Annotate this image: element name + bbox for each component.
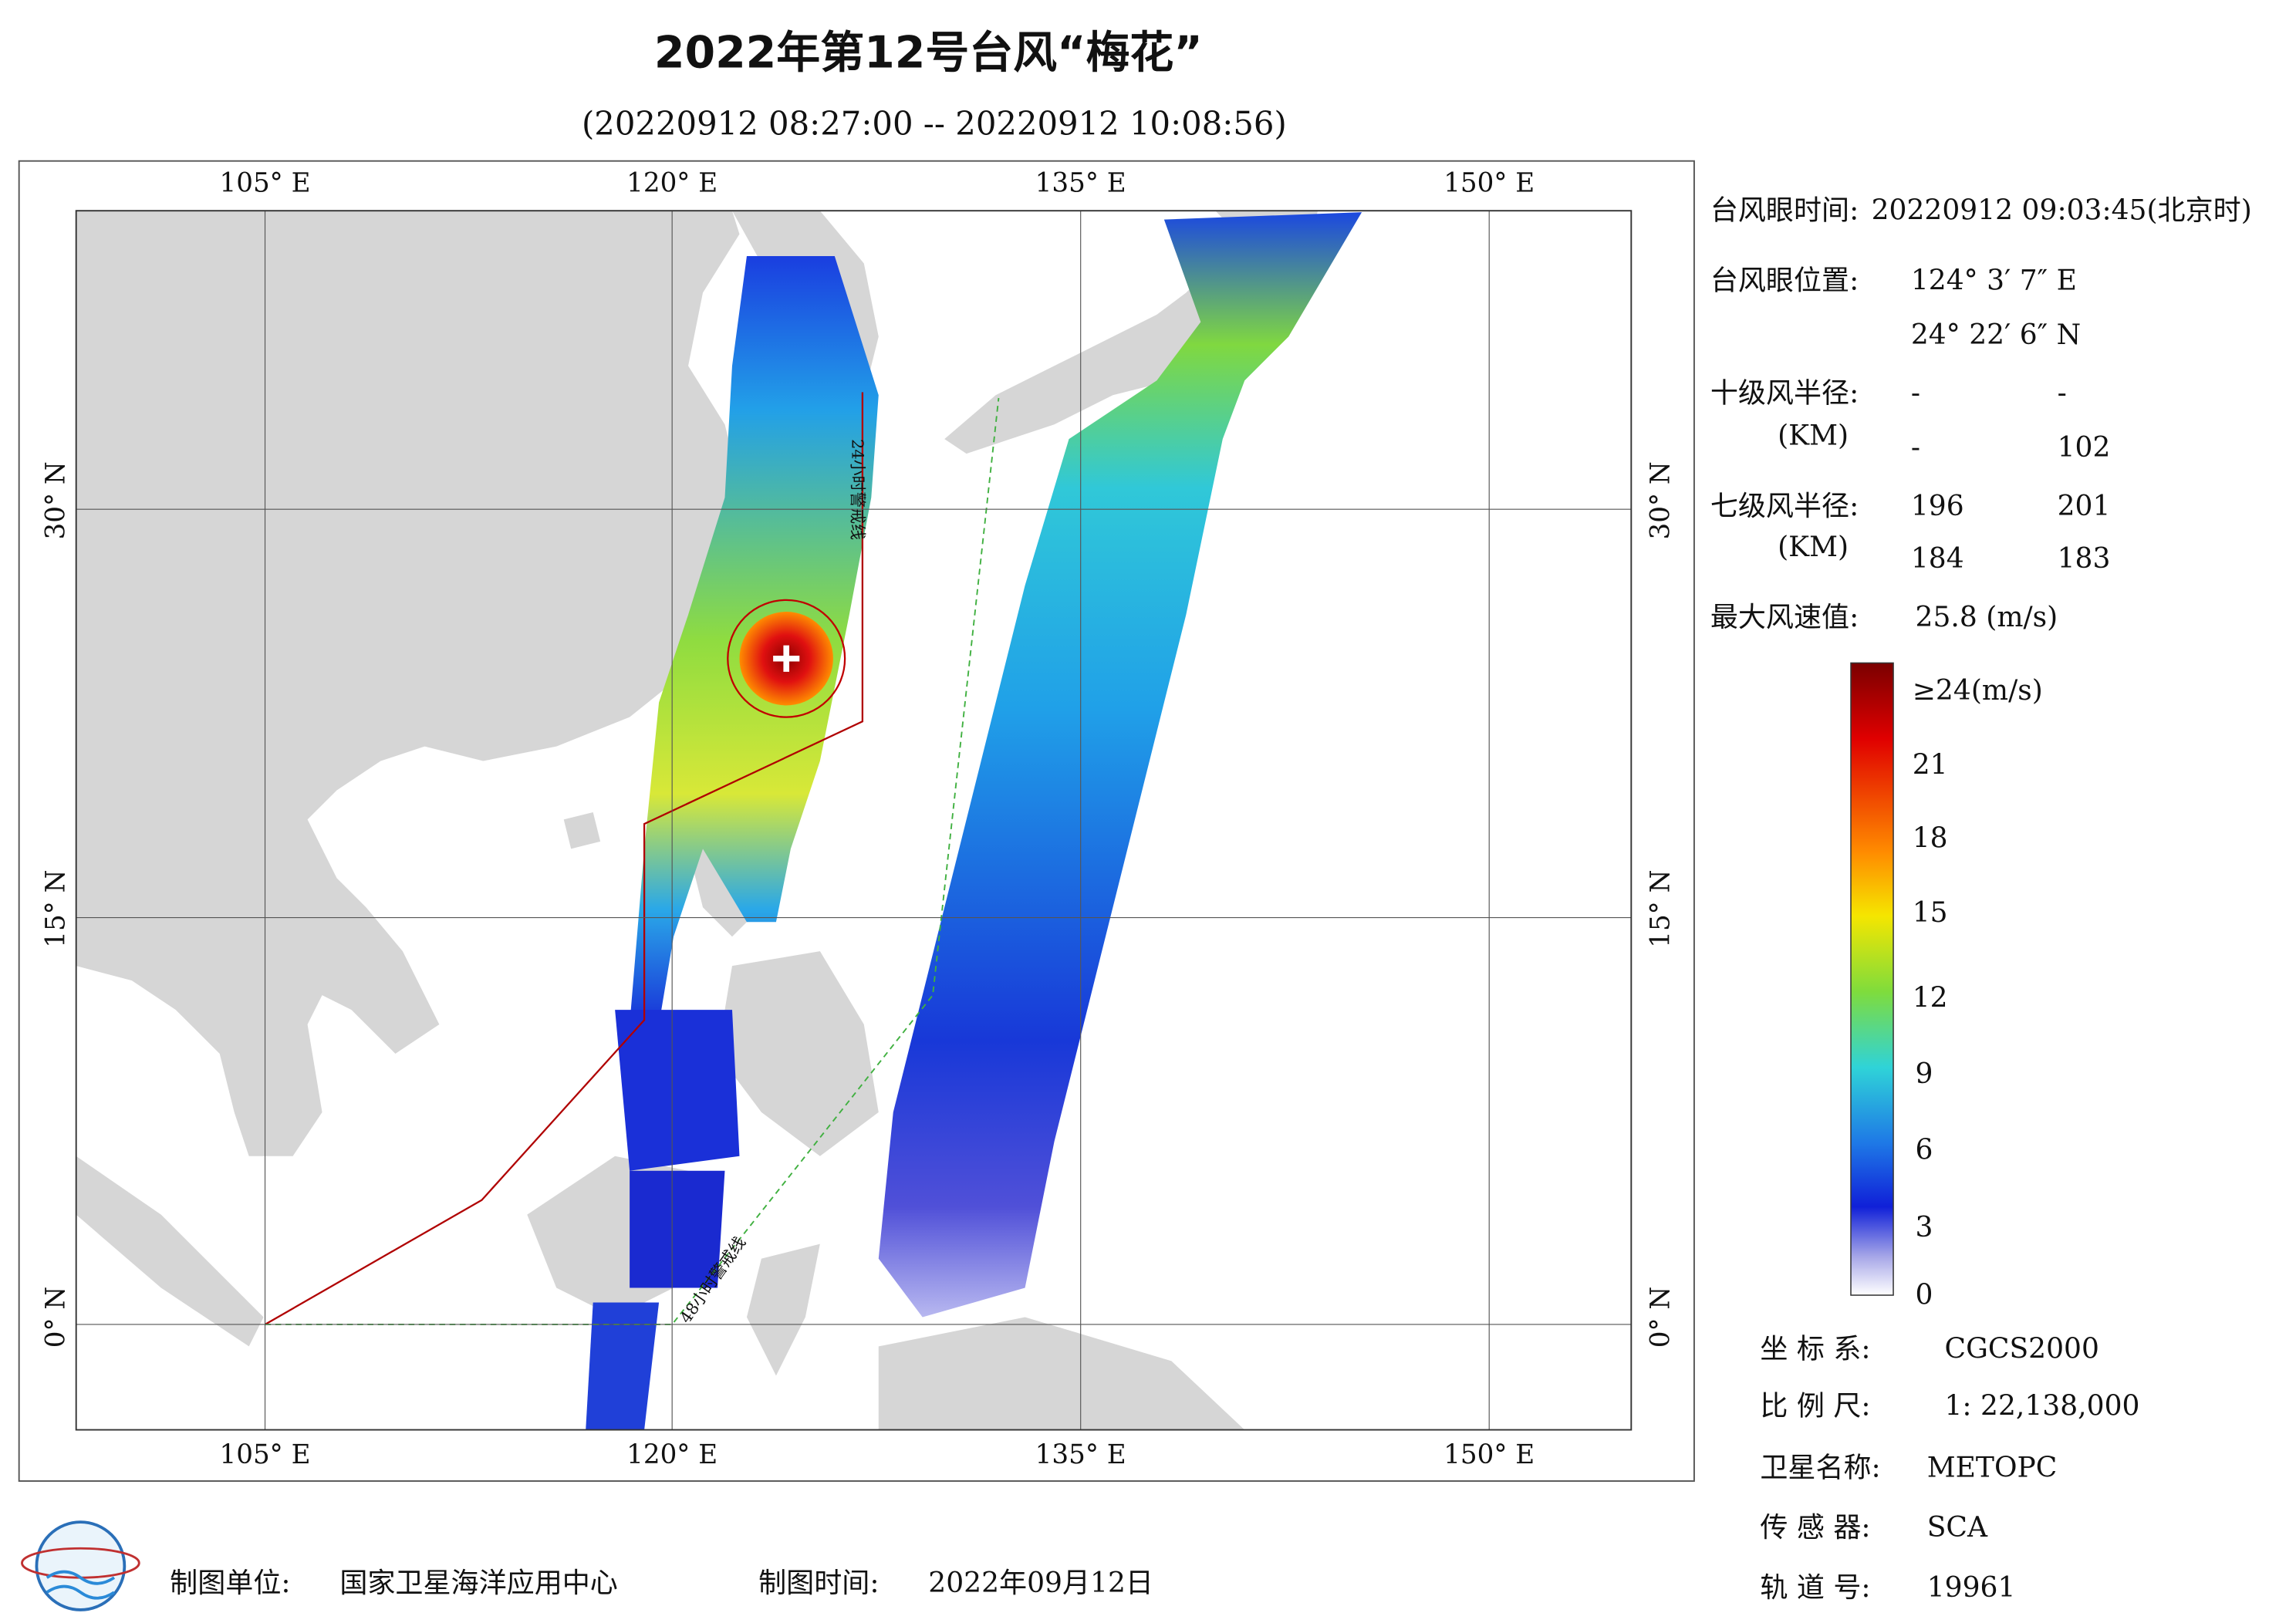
info-value: 24° 22′ 6″ N — [1911, 319, 2081, 351]
info-value: 201 — [2058, 490, 2111, 522]
colorbar-label: 3 — [1916, 1211, 1933, 1243]
lon-label: 135° E — [1035, 168, 1126, 199]
meta-value: METOPC — [1927, 1451, 2058, 1483]
info-label: 台风眼时间: — [1710, 194, 1859, 227]
wind-swath-left-3 — [630, 1170, 725, 1288]
meta-value: 1: 22,138,000 — [1944, 1390, 2139, 1422]
colorbar-label: 6 — [1916, 1134, 1933, 1166]
colorbar-label: 18 — [1913, 822, 1948, 854]
info-unit: (KM) — [1778, 531, 1849, 563]
colorbar: ≥24(m/s) 21 18 15 12 9 6 3 0 — [1850, 662, 2043, 1311]
colorbar-label: 12 — [1913, 981, 1948, 1014]
meta-label: 比 例 尺: — [1760, 1390, 1870, 1422]
lon-label: 120° E — [626, 1439, 718, 1470]
warning-line-24h — [264, 392, 864, 1325]
land-new-guinea — [878, 1317, 1245, 1430]
land-sulawesi — [746, 1243, 820, 1376]
land-mindanao — [718, 951, 879, 1156]
meta-label: 轨 道 号: — [1760, 1571, 1870, 1604]
meta-value: 19961 — [1927, 1571, 2016, 1604]
graticule — [76, 211, 1632, 1430]
lon-label: 150° E — [1443, 1439, 1535, 1470]
lon-label: 105° E — [220, 168, 311, 199]
wind-swath-left-4 — [586, 1302, 660, 1430]
meta-value: CGCS2000 — [1944, 1333, 2098, 1365]
colorbar-label: 15 — [1913, 896, 1948, 929]
info-value: 184 — [1911, 542, 1964, 575]
lon-label: 135° E — [1035, 1439, 1126, 1470]
footer-value: 2022年09月12日 — [928, 1567, 1153, 1599]
map-area: 24小时警戒线 48小时警戒线 — [76, 211, 1632, 1430]
info-label: 十级风半径: — [1710, 377, 1859, 410]
map-frame — [75, 210, 1633, 1431]
title: 2022年第12号台风“梅花” — [654, 27, 1203, 78]
footer: 制图单位: 国家卫星海洋应用中心 制图时间: 2022年09月12日 — [170, 1567, 1153, 1599]
info-label: 最大风速值: — [1710, 601, 1859, 633]
wind-swath-right — [878, 212, 1362, 1318]
lat-label: 15° N — [41, 870, 72, 948]
info-label: 台风眼位置: — [1710, 265, 1859, 297]
lat-label: 15° N — [1646, 870, 1676, 948]
colorbar-ramp — [1850, 662, 1894, 1296]
lon-label: 105° E — [220, 1439, 311, 1470]
footer-value: 国家卫星海洋应用中心 — [339, 1567, 618, 1599]
land-asia — [76, 211, 740, 1156]
info-value: - — [1911, 377, 1920, 410]
typhoon-eye — [773, 645, 800, 672]
info-value: 25.8 (m/s) — [1916, 601, 2058, 633]
lat-label: 0° N — [1646, 1287, 1676, 1348]
meta-label: 传 感 器: — [1760, 1511, 1870, 1544]
info-panel: 台风眼时间: 20220912 09:03:45(北京时) 台风眼位置: 124… — [1710, 194, 2252, 633]
info-value: 102 — [2058, 431, 2111, 464]
colorbar-label: 0 — [1916, 1278, 1933, 1311]
colorbar-label: 21 — [1913, 749, 1948, 781]
info-label: 七级风半径: — [1710, 490, 1859, 522]
info-value: 196 — [1911, 490, 1964, 522]
lon-label: 150° E — [1443, 168, 1535, 199]
meta-value: SCA — [1927, 1511, 1988, 1544]
lat-label: 30° N — [1646, 461, 1676, 539]
logo-waves — [46, 1570, 116, 1600]
footer-label: 制图时间: — [758, 1567, 879, 1599]
typhoon-circle — [727, 599, 846, 718]
lat-label: 0° N — [41, 1287, 72, 1348]
footer-label: 制图单位: — [170, 1567, 290, 1599]
land-sumatra — [76, 1156, 264, 1347]
logo — [21, 1520, 140, 1611]
outer-frame — [18, 160, 1695, 1482]
land-hainan — [563, 812, 601, 849]
info-value: - — [1911, 431, 1920, 464]
meta-label: 卫星名称: — [1760, 1451, 1880, 1483]
info-value: 183 — [2058, 542, 2111, 575]
metadata: 坐 标 系: CGCS2000 比 例 尺: 1: 22,138,000 卫星名… — [1760, 1333, 2139, 1604]
info-unit: (KM) — [1778, 420, 1849, 452]
lon-label: 120° E — [626, 168, 718, 199]
subtitle: (20220912 08:27:00 -- 20220912 10:08:56) — [582, 105, 1287, 143]
lat-label: 30° N — [41, 461, 72, 539]
colorbar-label: 9 — [1916, 1058, 1933, 1090]
logo-ring — [35, 1520, 127, 1611]
info-value: - — [2058, 377, 2067, 410]
lon-labels: 105° E 120° E 135° E 150° E 105° E 120° … — [220, 168, 1535, 1471]
warning-line-48h — [265, 397, 1000, 1325]
info-value: 20220912 09:03:45(北京时) — [1872, 194, 2252, 227]
colorbar-label: ≥24(m/s) — [1913, 674, 2043, 707]
lat-labels: 30° N 15° N 0° N 30° N 15° N 0° N — [41, 461, 1676, 1348]
wind-swath-left-2 — [615, 1010, 740, 1171]
info-value: 124° 3′ 7″ E — [1911, 265, 2077, 297]
annotation-24h: 24小时警戒线 — [849, 439, 867, 540]
meta-label: 坐 标 系: — [1760, 1333, 1870, 1365]
